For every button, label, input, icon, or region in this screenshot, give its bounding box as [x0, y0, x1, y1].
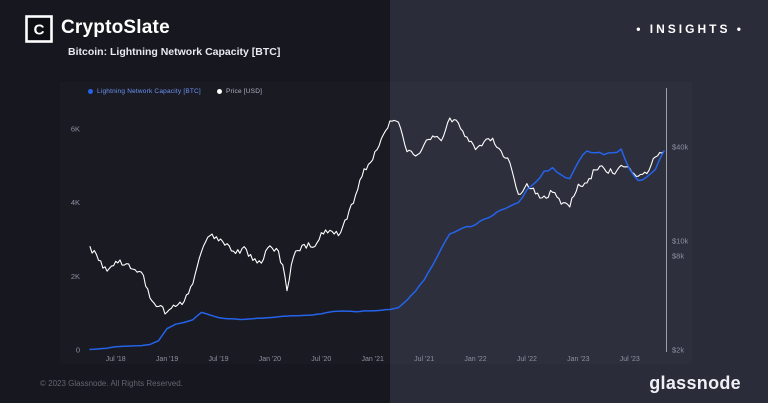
- capacity-legend-label: Lightning Network Capacity [BTC]: [97, 88, 201, 95]
- plot-panel: [60, 82, 692, 364]
- y-axis-tick-left: 4K: [71, 198, 80, 207]
- y-axis-tick-right: $2k: [672, 346, 684, 355]
- price-legend-dot-icon: [216, 89, 222, 94]
- capacity-line: [89, 148, 665, 351]
- x-axis-tick: Jan '19: [156, 356, 178, 363]
- copyright-text: © 2023 Glassnode. All Rights Reserved.: [40, 379, 183, 388]
- y-axis-tick-right: $10k: [672, 236, 689, 245]
- chart-title: Bitcoin: Lightning Network Capacity [BTC…: [68, 46, 281, 58]
- y-axis-tick-left: 2K: [71, 272, 80, 281]
- capacity-legend-dot-icon: [88, 89, 93, 94]
- legend-item-price: Price [USD]: [216, 88, 263, 95]
- insights-badge: • INSIGHTS •: [636, 22, 744, 36]
- brand-name: CryptoSlate: [61, 17, 170, 38]
- y-axis-tick-left: 6K: [71, 124, 80, 133]
- y-axis-tick-right: $8k: [672, 252, 684, 261]
- legend-item-capacity: Lightning Network Capacity [BTC]: [88, 88, 201, 95]
- x-axis-tick: Jul '19: [208, 356, 228, 363]
- y-axis-tick-right: $40k: [672, 142, 689, 151]
- price-line: [89, 117, 665, 315]
- chart-legend: Lightning Network Capacity [BTC] Price […: [88, 88, 262, 95]
- x-axis-tick: Jul '22: [517, 356, 537, 363]
- svg-text:C: C: [34, 22, 45, 39]
- glassnode-wordmark: glassnode: [649, 373, 741, 393]
- x-axis-tick: Jul '20: [311, 356, 331, 363]
- x-axis-tick: Jul '18: [106, 356, 126, 363]
- x-axis-tick: Jan '22: [464, 356, 486, 363]
- x-axis-tick: Jul '21: [414, 356, 434, 363]
- x-axis-tick: Jan '23: [567, 356, 589, 363]
- x-axis-tick: Jul '23: [620, 356, 640, 363]
- price-legend-label: Price [USD]: [225, 88, 263, 95]
- x-axis-tick: Jan '21: [362, 356, 384, 363]
- x-axis-tick: Jan '20: [259, 356, 281, 363]
- cryptoslate-logo-icon: C: [25, 15, 53, 43]
- y-axis-tick-left: 0: [76, 346, 80, 355]
